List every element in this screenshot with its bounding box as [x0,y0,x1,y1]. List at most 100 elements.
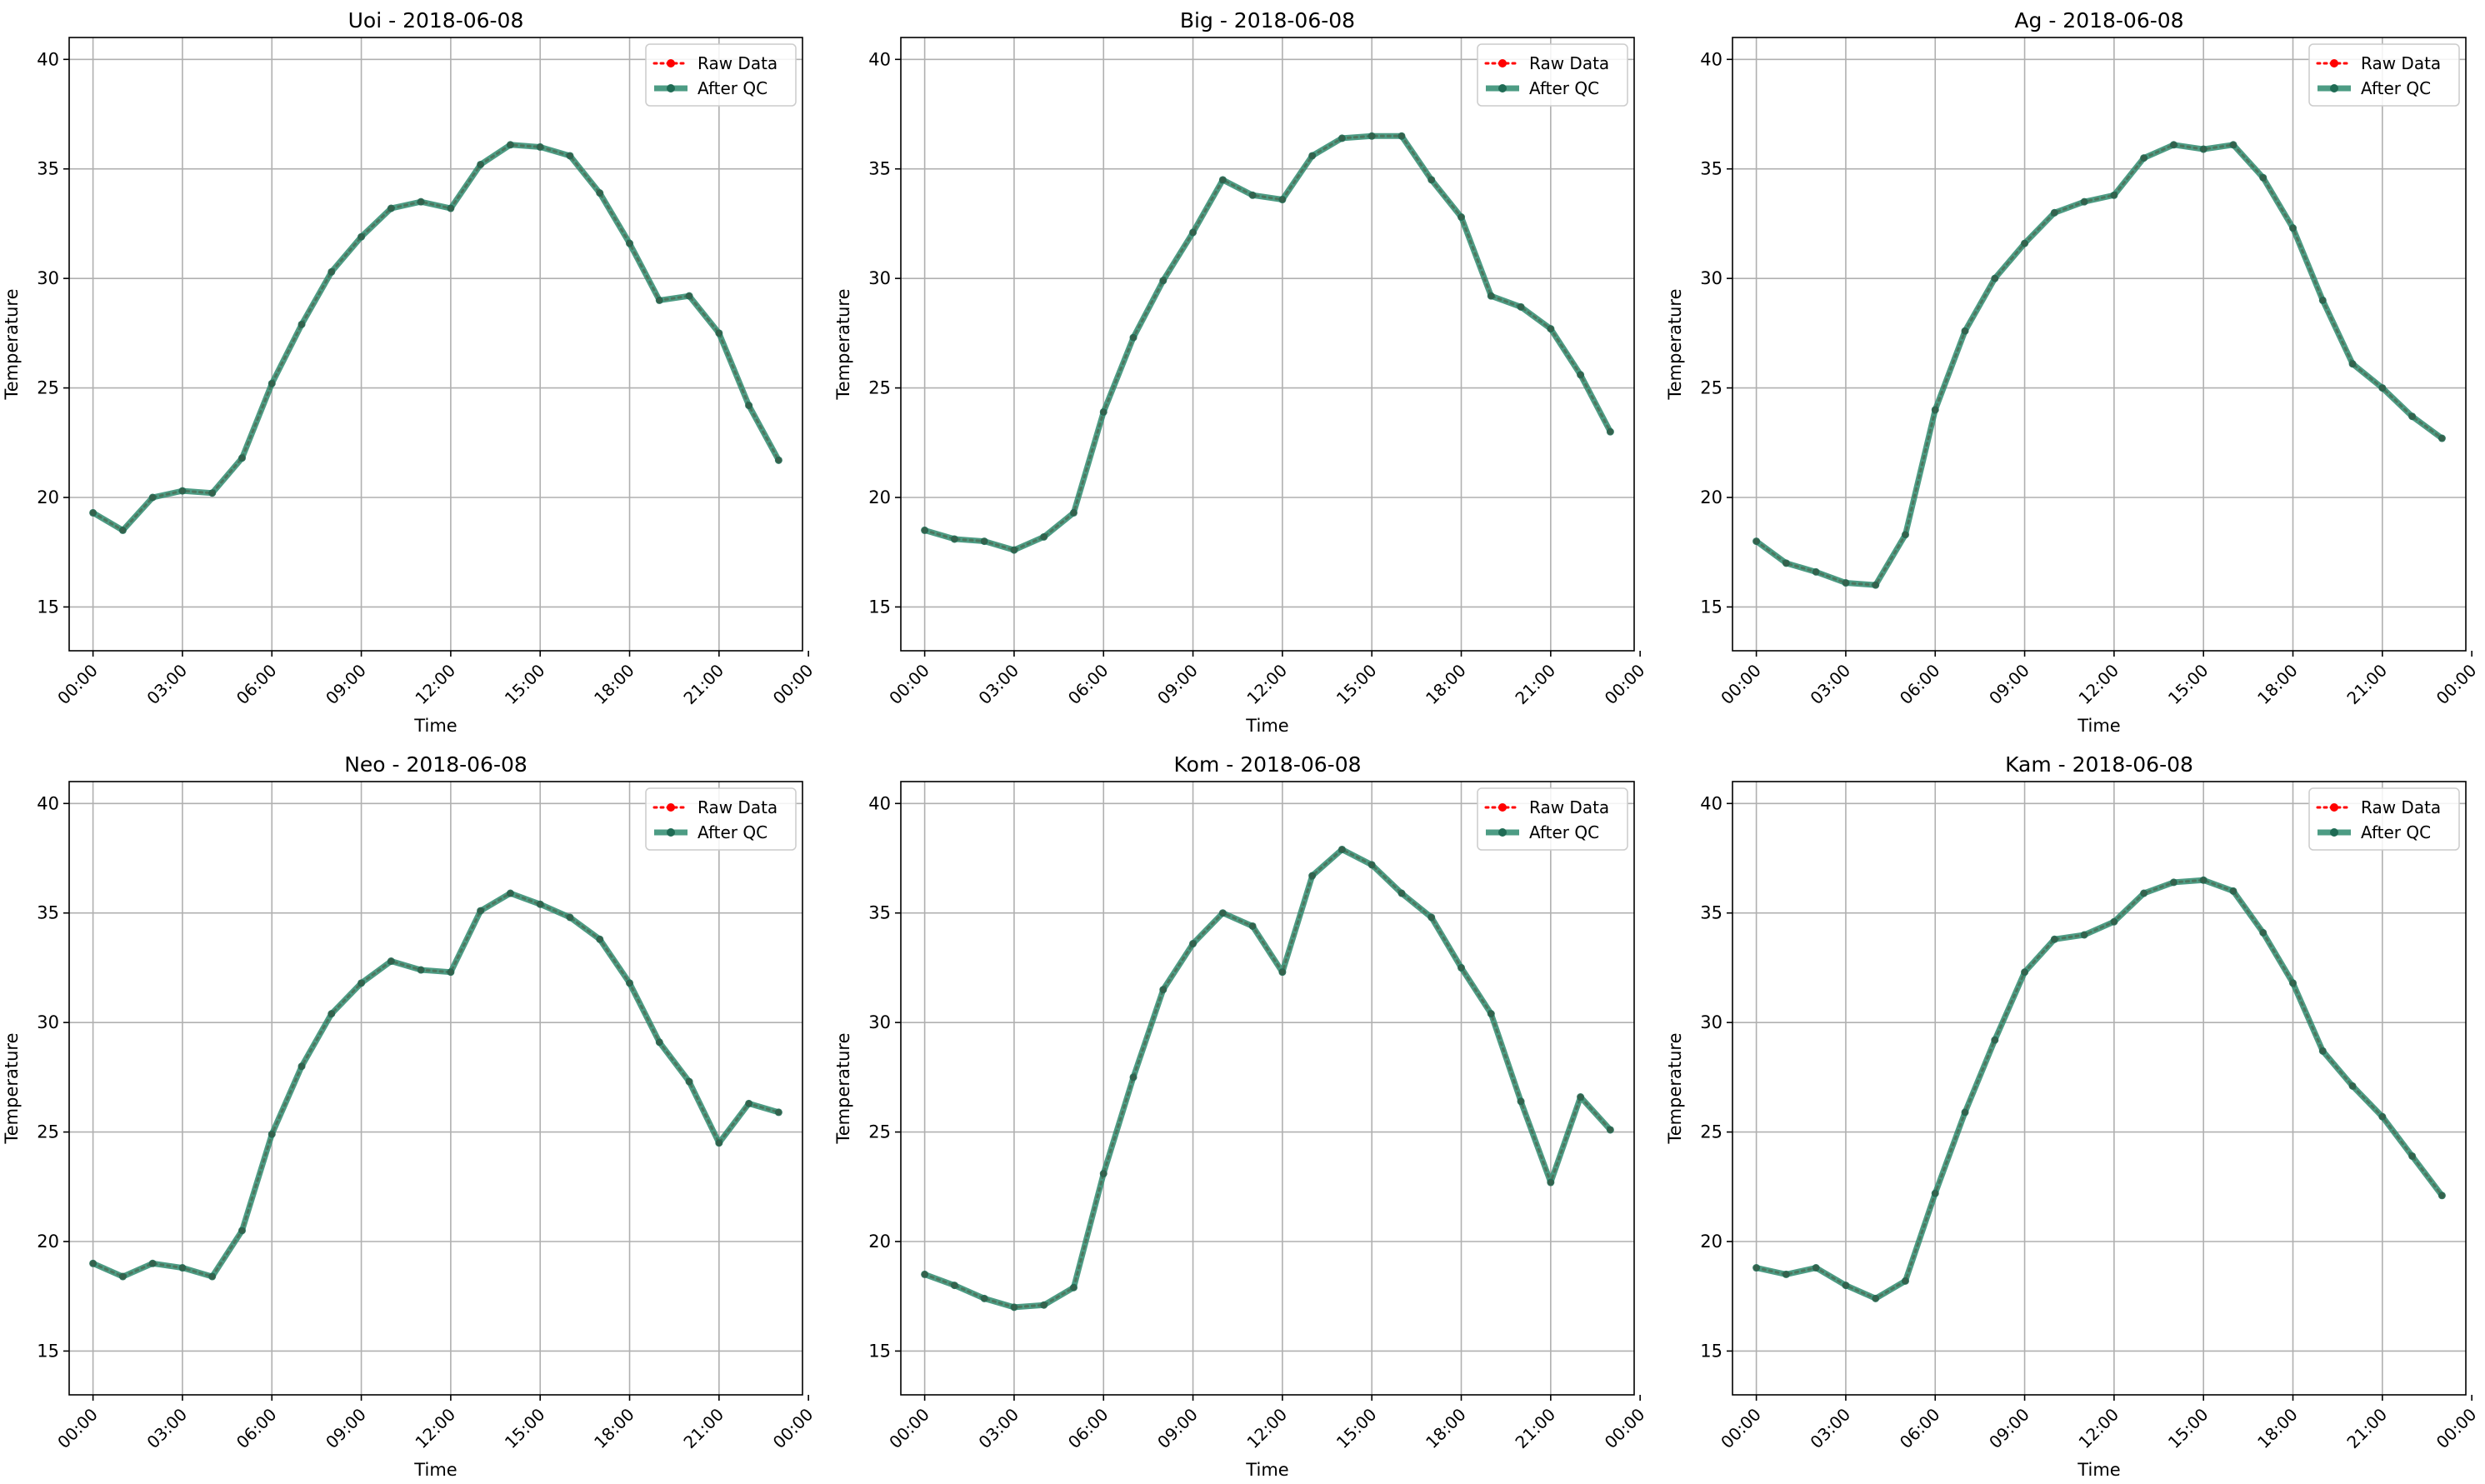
data-point-after-qc [1069,1283,1078,1292]
data-point-after-qc [980,537,988,546]
legend: Raw Data After QC [645,43,797,107]
data-point-after-qc [2110,191,2118,199]
y-tick-label: 25 [1700,378,1722,398]
data-point-after-qc [1099,407,1108,416]
series-line-after-qc [1755,877,2445,1302]
data-point-after-qc [2169,141,2178,149]
data-point-after-qc [417,966,425,974]
x-tick-label: 00:00 [1717,660,1765,708]
data-point-after-qc [950,535,958,543]
legend-marker-after-qc [2330,84,2338,92]
x-tick-label: 09:00 [322,660,370,708]
legend: Raw Data After QC [1477,43,1628,107]
data-point-after-qc [298,320,306,328]
data-point-after-qc [2348,360,2357,368]
data-point-after-qc [1189,228,1198,237]
y-tick-label: 30 [37,268,59,288]
data-point-after-qc [2021,968,2029,977]
data-point-after-qc [178,1264,187,1272]
x-tick-label: 03:00 [142,1404,191,1452]
data-point-after-qc [1248,191,1257,199]
data-point-after-qc [1487,1010,1495,1018]
y-tick-label: 40 [1700,793,1722,813]
data-point-after-qc [685,1077,693,1086]
data-point-after-qc [745,1099,753,1107]
data-point-after-qc [1901,1277,1909,1285]
series-line-after-qc [923,846,1612,1311]
x-tick-label: 21:00 [2342,660,2391,708]
legend-label-after-qc: After QC [1529,822,1599,842]
data-point-after-qc [2229,141,2238,149]
y-tick-label: 40 [868,793,891,813]
x-tick-label: 18:00 [2253,1404,2302,1452]
x-axis-label: Time [1245,1460,1288,1480]
x-tick-label: 18:00 [2253,660,2302,708]
grid [901,782,1634,1395]
y-tick-label: 35 [868,903,891,923]
series-group [921,845,1614,1312]
data-point-after-qc [1577,371,1585,379]
x-tick-label: 18:00 [1422,1404,1470,1452]
x-tick-label: 06:00 [232,660,281,708]
x-tick-label: 00:00 [2432,660,2481,708]
x-tick-label: 09:00 [1985,1404,2033,1452]
data-point-after-qc [715,329,723,337]
y-tick-label: 25 [37,1122,59,1142]
data-point-after-qc [387,957,395,966]
x-tick-label: 03:00 [1806,660,1854,708]
legend: Raw Data After QC [2308,787,2460,851]
x-axis-label: Time [1245,716,1288,736]
x-tick-label: 00:00 [885,660,933,708]
data-point-after-qc [1398,889,1406,897]
data-point-after-qc [1338,845,1346,853]
data-point-after-qc [1338,134,1346,142]
x-axis-label: Time [413,1460,457,1480]
data-point-after-qc [2289,979,2298,987]
data-point-after-qc [2318,1047,2327,1055]
data-point-after-qc [1308,872,1317,880]
y-tick-label: 40 [37,49,59,69]
data-point-after-qc [2259,173,2268,182]
data-point-after-qc [566,152,574,160]
x-tick-label: 09:00 [1985,660,2033,708]
y-tick-label: 30 [37,1012,59,1032]
axes-frame [68,781,803,1396]
data-point-after-qc [2408,412,2417,421]
data-point-after-qc [921,1270,929,1278]
x-tick-label: 18:00 [590,1404,638,1452]
x-tick-label: 18:00 [590,660,638,708]
legend-label-raw-data: Raw Data [1529,797,1609,817]
data-point-after-qc [118,526,127,534]
y-tick-label: 20 [37,487,59,507]
x-tick-label: 00:00 [53,1404,102,1452]
legend-label-after-qc: After QC [2361,822,2431,842]
x-tick-label: 21:00 [1511,660,1559,708]
x-tick-label: 06:00 [232,1404,281,1452]
data-point-after-qc [328,1010,336,1018]
data-point-after-qc [1487,292,1495,300]
data-point-after-qc [2378,384,2387,392]
data-point-after-qc [417,197,425,206]
x-tick-label: 06:00 [1896,1404,1944,1452]
data-point-after-qc [506,141,514,149]
data-point-after-qc [2229,887,2238,895]
data-point-after-qc [1547,325,1555,333]
x-tick-label: 00:00 [1717,1404,1765,1452]
data-point-after-qc [238,1227,246,1235]
data-point-after-qc [148,493,157,502]
data-point-after-qc [2080,931,2088,939]
x-tick-label: 03:00 [142,660,191,708]
y-tick-label: 30 [868,268,891,288]
data-point-after-qc [2169,878,2178,887]
data-point-after-qc [1872,581,1880,589]
x-tick-label: 09:00 [1153,1404,1202,1452]
data-point-after-qc [1159,277,1168,285]
y-tick-label: 35 [37,159,59,179]
x-tick-label: 15:00 [1332,1404,1381,1452]
data-point-after-qc [1606,1126,1614,1134]
data-point-after-qc [1782,1270,1790,1278]
x-tick-label: 03:00 [1806,1404,1854,1452]
data-point-after-qc [178,487,187,495]
data-point-after-qc [536,900,544,908]
data-point-after-qc [1428,913,1436,922]
